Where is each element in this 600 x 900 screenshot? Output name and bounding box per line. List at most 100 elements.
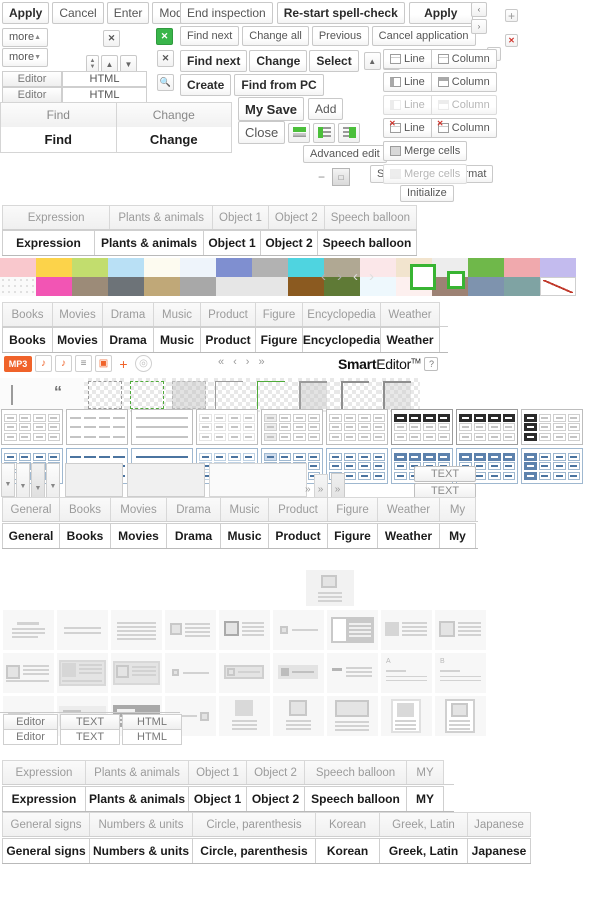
delete-line-button[interactable]: ✕ Line bbox=[383, 118, 432, 138]
table-template-row-dark[interactable] bbox=[1, 409, 583, 445]
previous-button[interactable]: Previous bbox=[311, 26, 369, 46]
layout-template-11[interactable] bbox=[57, 653, 108, 693]
table-row-insert-group[interactable]: Line Column bbox=[383, 49, 497, 69]
tab-general-figure[interactable]: Figure bbox=[327, 497, 377, 521]
quote-template-quotes[interactable]: “ bbox=[42, 378, 84, 412]
cancel-button[interactable]: Cancel bbox=[52, 2, 104, 24]
layout-template-3[interactable] bbox=[111, 610, 162, 650]
layout-template-9[interactable] bbox=[435, 610, 486, 650]
layout-template-27[interactable] bbox=[435, 696, 486, 736]
tab-general-active-product[interactable]: Product bbox=[268, 523, 327, 548]
swatch-r2-14[interactable] bbox=[504, 277, 540, 296]
table-row-delete-group[interactable]: ✕ Line ✕ Column bbox=[383, 118, 497, 138]
find-from-pc-button[interactable]: Find from PC bbox=[234, 74, 324, 96]
tab-signs-greek-latin[interactable]: Greek, Latin bbox=[379, 812, 467, 836]
tab-books-active-product[interactable]: Product bbox=[200, 327, 255, 352]
layout-template-26[interactable] bbox=[381, 696, 432, 736]
dropdown-4[interactable]: ▼ bbox=[46, 463, 60, 499]
swatch-r2-0[interactable] bbox=[0, 277, 36, 296]
layout-template-12[interactable] bbox=[111, 653, 162, 693]
tab-expr-speech-balloon[interactable]: Speech balloon bbox=[323, 205, 417, 229]
table-template-dark-4[interactable] bbox=[261, 409, 323, 445]
next-button[interactable]: › bbox=[471, 19, 487, 34]
tab-expr-active-plants-animals[interactable]: Plants & animals bbox=[93, 230, 203, 255]
tab-exprmy-active-object-1[interactable]: Object 1 bbox=[188, 786, 246, 811]
tab-exprmy-active-my[interactable]: MY bbox=[406, 786, 444, 811]
swatch-r2-4[interactable] bbox=[144, 277, 180, 296]
dropdown-2[interactable]: ▼ bbox=[16, 463, 30, 499]
change-all-button[interactable]: Change all bbox=[242, 26, 309, 46]
tab-books-encyclopedia[interactable]: Encyclopedia bbox=[302, 302, 380, 326]
quote-template-dashed-green[interactable] bbox=[126, 378, 168, 412]
select-line-button[interactable]: Line bbox=[383, 72, 432, 92]
tab-exprmy-active-object-2[interactable]: Object 2 bbox=[246, 786, 304, 811]
tabstrip-general-strong[interactable]: General Books Movies Drama Music Product Figur… bbox=[2, 523, 478, 549]
swatch-r1-0[interactable] bbox=[0, 258, 36, 277]
quote-template-bracket-gray[interactable] bbox=[210, 378, 252, 412]
tab-signs-general-signs[interactable]: General signs bbox=[2, 812, 89, 836]
tab-html[interactable]: HTML bbox=[62, 71, 147, 87]
tab-general-active-drama[interactable]: Drama bbox=[166, 523, 220, 548]
minimize-icon[interactable]: − bbox=[318, 170, 326, 184]
pager-prev-icon[interactable]: ‹ bbox=[233, 356, 237, 368]
tab-books-music[interactable]: Music bbox=[153, 302, 200, 326]
table-template-dark-6[interactable] bbox=[391, 409, 453, 445]
swatch-r1-8[interactable] bbox=[288, 258, 324, 277]
table-template-dark-3[interactable] bbox=[196, 409, 258, 445]
tab-books-active-encyclopedia[interactable]: Encyclopedia bbox=[302, 327, 380, 352]
change-cell-strong[interactable]: Change bbox=[115, 127, 232, 152]
tabstrip-expression-my-muted[interactable]: Expression Plants & animals Object 1 Object… bbox=[2, 760, 454, 785]
tab-exprmy-object-2[interactable]: Object 2 bbox=[246, 760, 304, 784]
my-save-button[interactable]: My Save bbox=[238, 97, 305, 121]
find-cell[interactable]: Find bbox=[46, 108, 70, 122]
layout-template-16[interactable] bbox=[327, 653, 378, 693]
swatch-r1-2[interactable] bbox=[72, 258, 108, 277]
add-button[interactable]: Add bbox=[308, 98, 344, 120]
align-image-left-button[interactable] bbox=[313, 122, 336, 143]
dropdown-3[interactable]: ▼ bbox=[31, 463, 45, 501]
quote-template-bracket-thick[interactable] bbox=[294, 378, 336, 412]
tab-general-weather[interactable]: Weather bbox=[377, 497, 439, 521]
tabstrip-signs-muted[interactable]: General signs Numbers & units Circle, pare… bbox=[2, 812, 531, 837]
layout-template-featured[interactable] bbox=[306, 570, 354, 606]
table-template-dark-1[interactable] bbox=[66, 409, 128, 445]
swatch-r2-2[interactable] bbox=[72, 277, 108, 296]
tab-books-movies[interactable]: Movies bbox=[52, 302, 102, 326]
layout-template-17[interactable]: A bbox=[381, 653, 432, 693]
swatch-r2-3[interactable] bbox=[108, 277, 144, 296]
tab-books-active-drama[interactable]: Drama bbox=[102, 327, 153, 352]
spinner-group[interactable]: ▲ ▼ ▲ ▼ bbox=[86, 55, 137, 73]
tab-signs-circle-parenthesis[interactable]: Circle, parenthesis bbox=[192, 812, 315, 836]
note-icon[interactable]: ♪ bbox=[55, 355, 72, 372]
tabstrip-expression-my-strong[interactable]: Expression Plants & animals Object 1 Object… bbox=[2, 786, 454, 812]
search-icon[interactable]: 🔍 bbox=[157, 74, 174, 91]
swatch-r1-10[interactable] bbox=[360, 258, 396, 277]
layout-template-8[interactable] bbox=[381, 610, 432, 650]
swatch-r1-9[interactable] bbox=[324, 258, 360, 277]
tabstrip-expression-strong[interactable]: Expression Plants & animals Object 1 Object… bbox=[2, 230, 417, 256]
tab-general-active-my[interactable]: My bbox=[439, 523, 476, 548]
quote-template-dashed[interactable] bbox=[84, 378, 126, 412]
tab-general-active-general[interactable]: General bbox=[2, 523, 59, 548]
tab-books-active-weather[interactable]: Weather bbox=[380, 327, 440, 352]
quote-template-corner[interactable] bbox=[336, 378, 378, 412]
tab-editor[interactable]: Editor bbox=[2, 71, 62, 87]
tab-books-books[interactable]: Books bbox=[2, 302, 52, 326]
tab-signs-active-numbers-units[interactable]: Numbers & units bbox=[89, 838, 192, 863]
tab-general-music[interactable]: Music bbox=[220, 497, 268, 521]
layout-template-25[interactable] bbox=[327, 696, 378, 736]
tab-exprmy-plants-animals[interactable]: Plants & animals bbox=[85, 760, 188, 784]
palette-row-2[interactable] bbox=[0, 277, 576, 296]
layout-template-14[interactable] bbox=[219, 653, 270, 693]
quote-template-none[interactable] bbox=[0, 378, 42, 412]
more-up-button[interactable]: more ▲ bbox=[2, 28, 48, 47]
swatch-r2-8[interactable] bbox=[288, 277, 324, 296]
tab-expr-expression[interactable]: Expression bbox=[2, 205, 110, 229]
editor-html-tabs-row2[interactable]: Editor HTML bbox=[2, 87, 147, 103]
delete-icon[interactable]: ✕ bbox=[505, 34, 518, 47]
tab-general-active-music[interactable]: Music bbox=[220, 523, 268, 548]
tabstrip-books-muted[interactable]: Books Movies Drama Music Product Figure Encycl… bbox=[2, 302, 448, 327]
tab-expr-active-object-1[interactable]: Object 1 bbox=[203, 230, 260, 255]
tab-books-active-figure[interactable]: Figure bbox=[255, 327, 302, 352]
insert-line-button[interactable]: Line bbox=[383, 49, 432, 69]
